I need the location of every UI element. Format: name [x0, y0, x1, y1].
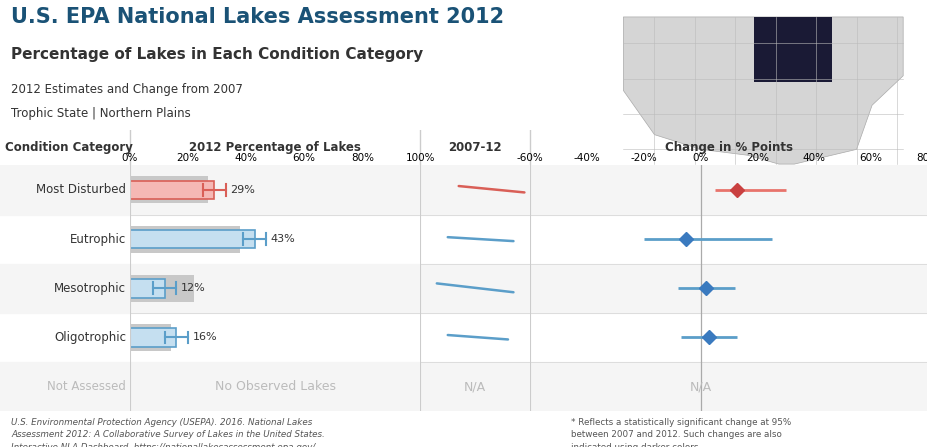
Bar: [130, 328, 176, 347]
Bar: [0, 362, 130, 411]
Text: N/A: N/A: [689, 380, 711, 393]
Text: 2012 Estimates and Change from 2007: 2012 Estimates and Change from 2007: [11, 83, 243, 96]
Text: Percentage of Lakes in Each Condition Category: Percentage of Lakes in Each Condition Ca…: [11, 47, 423, 62]
Bar: [0, 165, 130, 215]
Text: Eutrophic: Eutrophic: [70, 232, 126, 246]
Bar: [130, 324, 171, 351]
Bar: [130, 177, 209, 203]
Bar: [130, 275, 194, 302]
Text: 16%: 16%: [192, 333, 217, 342]
Bar: [420, 362, 529, 411]
Polygon shape: [623, 17, 902, 164]
Bar: [420, 264, 529, 313]
Text: 29%: 29%: [230, 185, 255, 195]
Bar: [130, 226, 240, 253]
Text: Oligotrophic: Oligotrophic: [54, 331, 126, 344]
Text: Most Disturbed: Most Disturbed: [36, 183, 126, 197]
Text: 12%: 12%: [181, 283, 205, 293]
Text: Condition Category: Condition Category: [5, 141, 133, 154]
Bar: [529, 165, 927, 215]
Text: Trophic State | Northern Plains: Trophic State | Northern Plains: [11, 107, 191, 120]
Text: Mesotrophic: Mesotrophic: [54, 282, 126, 295]
Bar: [529, 264, 927, 313]
Bar: [420, 165, 529, 215]
Bar: [130, 181, 214, 199]
Text: U.S. Environmental Protection Agency (USEPA). 2016. National Lakes
Assessment 20: U.S. Environmental Protection Agency (US…: [11, 418, 324, 447]
Text: U.S. EPA National Lakes Assessment 2012: U.S. EPA National Lakes Assessment 2012: [11, 7, 503, 27]
Bar: [130, 264, 420, 313]
Bar: [130, 165, 420, 215]
Bar: [529, 362, 927, 411]
Text: * Reflects a statistically significant change at 95%
between 2007 and 2012. Such: * Reflects a statistically significant c…: [570, 418, 790, 447]
Text: Change in % Points: Change in % Points: [665, 141, 792, 154]
Text: 2012 Percentage of Lakes: 2012 Percentage of Lakes: [189, 141, 361, 154]
Bar: [130, 362, 420, 411]
Text: 2007-12: 2007-12: [448, 141, 502, 154]
Text: Not Assessed: Not Assessed: [47, 380, 126, 393]
Text: 43%: 43%: [271, 234, 295, 244]
Bar: [0, 264, 130, 313]
Bar: [130, 230, 255, 249]
Text: No Observed Lakes: No Observed Lakes: [214, 380, 336, 393]
Bar: [130, 279, 165, 298]
Polygon shape: [753, 17, 831, 82]
Text: N/A: N/A: [464, 380, 486, 393]
